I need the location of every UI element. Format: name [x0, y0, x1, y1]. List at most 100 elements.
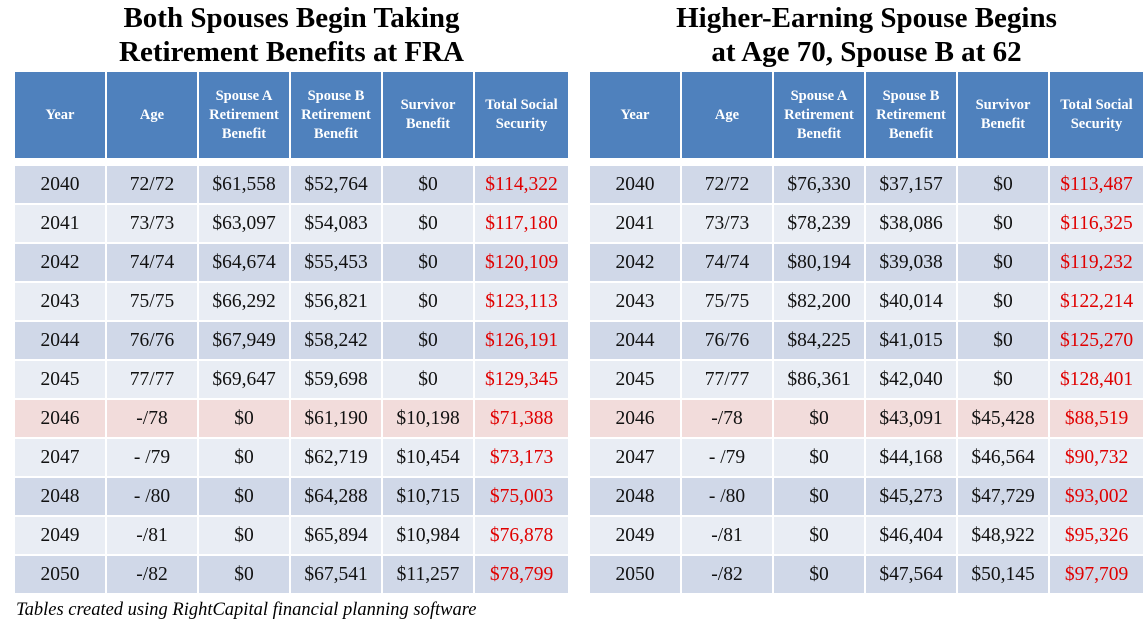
- right-title-line2: at Age 70, Spouse B at 62: [711, 36, 1022, 68]
- age-cell: 76/76: [107, 322, 199, 361]
- header-total: Total Social Security: [1050, 72, 1143, 166]
- total-cell: $73,173: [475, 439, 568, 478]
- survivor-cell: $45,428: [958, 400, 1050, 439]
- year-cell: 2040: [590, 166, 682, 205]
- left-title-line1: Both Spouses Begin Taking: [123, 2, 460, 34]
- spouse-a-cell: $61,558: [199, 166, 291, 205]
- year-cell: 2048: [590, 478, 682, 517]
- spouse-a-cell: $0: [774, 517, 866, 556]
- spouse-b-cell: $42,040: [866, 361, 958, 400]
- year-cell: 2047: [15, 439, 107, 478]
- left-table-title: Both Spouses Begin Taking Retirement Ben…: [15, 0, 568, 72]
- table-row: 2045 77/77 $69,647 $59,698 $0 $129,345: [15, 361, 568, 400]
- spouse-a-cell: $82,200: [774, 283, 866, 322]
- survivor-cell: $0: [383, 205, 475, 244]
- total-cell: $120,109: [475, 244, 568, 283]
- survivor-cell: $48,922: [958, 517, 1050, 556]
- spouse-b-cell: $65,894: [291, 517, 383, 556]
- spouse-a-cell: $63,097: [199, 205, 291, 244]
- table-row: 2048- /80 $0 $64,288 $10,715 $75,003: [15, 478, 568, 517]
- total-cell: $117,180: [475, 205, 568, 244]
- spouse-b-cell: $46,404: [866, 517, 958, 556]
- table-row: 2043 75/75 $66,292 $56,821 $0 $123,113: [15, 283, 568, 322]
- spouse-b-cell: $40,014: [866, 283, 958, 322]
- table-row: 2040 72/72 $76,330 $37,157 $0 $113,487: [590, 166, 1143, 205]
- year-cell: 2045: [15, 361, 107, 400]
- age-cell: 72/72: [107, 166, 199, 205]
- year-cell: 2042: [590, 244, 682, 283]
- spouse-b-cell: $44,168: [866, 439, 958, 478]
- survivor-cell: $0: [958, 322, 1050, 361]
- spouse-b-cell: $45,273: [866, 478, 958, 517]
- spouse-a-cell: $0: [774, 400, 866, 439]
- header-age: Age: [107, 72, 199, 166]
- survivor-cell: $0: [958, 244, 1050, 283]
- spouse-b-cell: $58,242: [291, 322, 383, 361]
- table-row: 2050 -/82 $0 $67,541 $11,257 $78,799: [15, 556, 568, 593]
- header-spouse-b: Spouse B Retirement Benefit: [866, 72, 958, 166]
- spouse-b-cell: $37,157: [866, 166, 958, 205]
- right-table-panel: Higher-Earning Spouse Begins at Age 70, …: [590, 0, 1143, 593]
- survivor-cell: $10,715: [383, 478, 475, 517]
- spouse-b-cell: $38,086: [866, 205, 958, 244]
- table-row: 2050 -/82 $0 $47,564 $50,145 $97,709: [590, 556, 1143, 593]
- age-cell: 77/77: [107, 361, 199, 400]
- year-cell: 2046: [590, 400, 682, 439]
- spouse-b-cell: $64,288: [291, 478, 383, 517]
- age-cell: 72/72: [682, 166, 774, 205]
- age-cell: -/78: [107, 400, 199, 439]
- year-cell: 2048: [15, 478, 107, 517]
- spouse-b-cell: $55,453: [291, 244, 383, 283]
- survivor-cell: $0: [383, 322, 475, 361]
- year-cell: 2046: [15, 400, 107, 439]
- spouse-a-cell: $84,225: [774, 322, 866, 361]
- spouse-b-cell: $43,091: [866, 400, 958, 439]
- year-cell: 2044: [590, 322, 682, 361]
- spouse-b-cell: $39,038: [866, 244, 958, 283]
- age-cell: -/78: [682, 400, 774, 439]
- year-cell: 2049: [15, 517, 107, 556]
- header-survivor: Survivor Benefit: [958, 72, 1050, 166]
- year-cell: 2050: [15, 556, 107, 593]
- spouse-a-cell: $0: [774, 556, 866, 593]
- table-row: 2040 72/72 $61,558 $52,764 $0 $114,322: [15, 166, 568, 205]
- spouse-b-cell: $41,015: [866, 322, 958, 361]
- survivor-cell: $10,198: [383, 400, 475, 439]
- table-row: 2042 74/74 $64,674 $55,453 $0 $120,109: [15, 244, 568, 283]
- spouse-b-cell: $59,698: [291, 361, 383, 400]
- spouse-a-cell: $0: [199, 439, 291, 478]
- survivor-cell: $0: [383, 361, 475, 400]
- spouse-a-cell: $69,647: [199, 361, 291, 400]
- table-row: 2047- /79 $0 $62,719 $10,454 $73,173: [15, 439, 568, 478]
- spouse-a-cell: $0: [774, 439, 866, 478]
- total-cell: $128,401: [1050, 361, 1143, 400]
- spouse-b-cell: $52,764: [291, 166, 383, 205]
- spouse-a-cell: $64,674: [199, 244, 291, 283]
- year-cell: 2042: [15, 244, 107, 283]
- right-benefits-table: Year Age Spouse A Retirement Benefit Spo…: [590, 72, 1143, 593]
- survivor-cell: $0: [958, 361, 1050, 400]
- age-cell: - /79: [682, 439, 774, 478]
- age-cell: 77/77: [682, 361, 774, 400]
- spouse-b-cell: $54,083: [291, 205, 383, 244]
- table-header-row: Year Age Spouse A Retirement Benefit Spo…: [15, 72, 568, 166]
- header-age: Age: [682, 72, 774, 166]
- total-cell: $76,878: [475, 517, 568, 556]
- spouse-a-cell: $86,361: [774, 361, 866, 400]
- year-cell: 2043: [15, 283, 107, 322]
- header-spouse-b: Spouse B Retirement Benefit: [291, 72, 383, 166]
- year-cell: 2049: [590, 517, 682, 556]
- age-cell: -/81: [682, 517, 774, 556]
- spouse-a-cell: $0: [199, 556, 291, 593]
- table-row: 2044 76/76 $67,949 $58,242 $0 $126,191: [15, 322, 568, 361]
- total-cell: $78,799: [475, 556, 568, 593]
- table-row: 2047- /79 $0 $44,168 $46,564 $90,732: [590, 439, 1143, 478]
- table-row: 2049 -/81 $0 $46,404 $48,922 $95,326: [590, 517, 1143, 556]
- total-cell: $119,232: [1050, 244, 1143, 283]
- spouse-b-cell: $56,821: [291, 283, 383, 322]
- spouse-a-cell: $0: [199, 400, 291, 439]
- total-cell: $97,709: [1050, 556, 1143, 593]
- total-cell: $116,325: [1050, 205, 1143, 244]
- age-cell: 75/75: [682, 283, 774, 322]
- table-row: 2041 73/73 $63,097 $54,083 $0 $117,180: [15, 205, 568, 244]
